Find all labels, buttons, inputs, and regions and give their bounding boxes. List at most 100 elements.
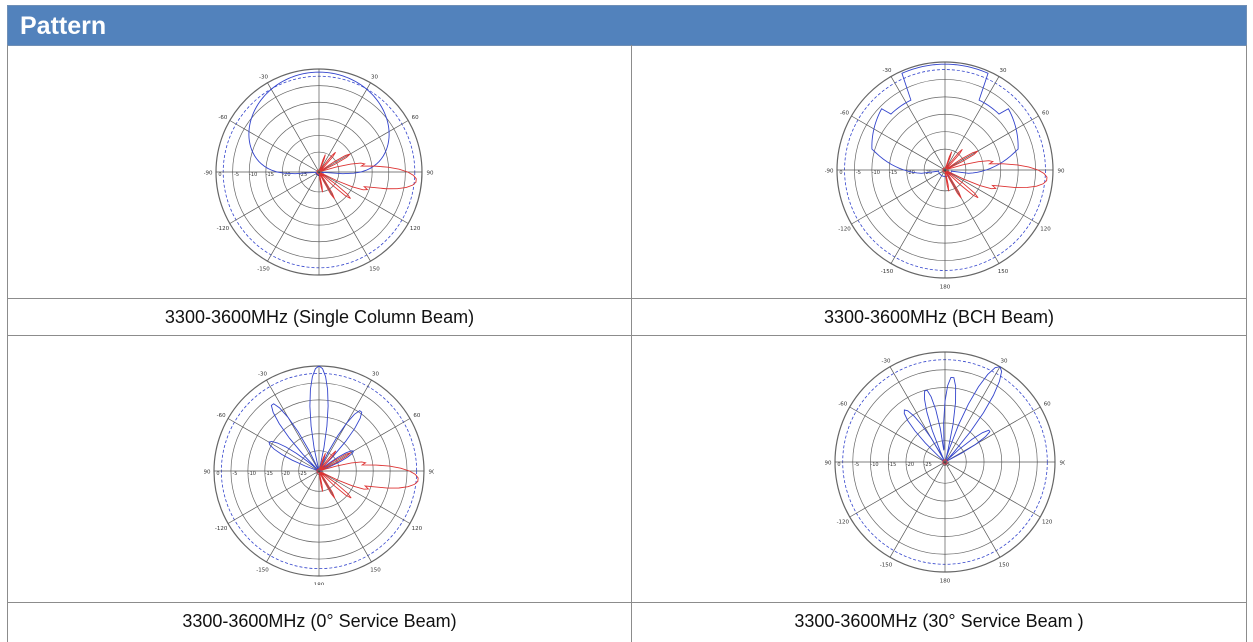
angle-tick-label: 180 bbox=[940, 285, 951, 291]
grid-divider-h1 bbox=[7, 298, 1247, 299]
radial-tick-label: 0 bbox=[837, 462, 840, 468]
angle-tick-label: -120 bbox=[217, 226, 230, 232]
radial-tick-label: -15 bbox=[265, 471, 273, 477]
angle-tick-label: -150 bbox=[257, 267, 270, 273]
radial-tick-label: -25 bbox=[299, 471, 307, 477]
polar-grid-spoke bbox=[890, 76, 1000, 264]
horizontal-pattern-curve bbox=[268, 365, 363, 474]
pattern-plot-bch: 0306090120150180-150-120-90-60-300-5-10-… bbox=[825, 61, 1065, 291]
angle-tick-label: -150 bbox=[881, 269, 894, 275]
radial-tick-label: -30 bbox=[941, 462, 949, 468]
angle-tick-label: -60 bbox=[838, 402, 847, 408]
pattern-plot-single-column: 0306090120150180-150-120-90-60-300-5-10-… bbox=[204, 65, 434, 276]
radial-tick-label: -5 bbox=[234, 172, 239, 178]
angle-tick-label: 90 bbox=[427, 171, 434, 177]
angle-tick-label: 60 bbox=[413, 413, 420, 419]
radial-tick-label: -5 bbox=[854, 462, 859, 468]
vertical-pattern-curve bbox=[942, 459, 948, 465]
angle-tick-label: -60 bbox=[218, 115, 227, 121]
angle-tick-label: -90 bbox=[204, 171, 213, 177]
angle-tick-label: -120 bbox=[838, 227, 851, 233]
caption-single-column-beam: 3300-3600MHz (Single Column Beam) bbox=[164, 307, 475, 327]
grid-divider-h2 bbox=[7, 335, 1247, 336]
angle-tick-label: 90 bbox=[1060, 461, 1066, 467]
polar-grid-spoke bbox=[889, 366, 1001, 558]
horizontal-pattern-curve bbox=[871, 63, 1019, 177]
angle-tick-label: 150 bbox=[370, 567, 381, 573]
pattern-table: Pattern 0306090120150180-150-120-90-60-3… bbox=[7, 5, 1247, 642]
angle-tick-label: 30 bbox=[372, 372, 379, 378]
angle-tick-label: 90 bbox=[429, 470, 435, 476]
table-header-title: Pattern bbox=[20, 12, 107, 40]
angle-tick-label: -30 bbox=[258, 372, 267, 378]
angle-tick-label: 150 bbox=[369, 267, 380, 273]
radial-tick-label: 0 bbox=[216, 471, 219, 477]
radial-tick-label: -20 bbox=[907, 170, 915, 176]
radial-tick-label: -15 bbox=[888, 462, 896, 468]
angle-tick-label: -30 bbox=[883, 68, 892, 74]
angle-tick-label: -90 bbox=[825, 461, 832, 467]
angle-tick-label: 30 bbox=[371, 74, 378, 80]
caption-bch-beam: 3300-3600MHz (BCH Beam) bbox=[823, 307, 1055, 327]
horizontal-pattern-curve bbox=[903, 366, 1003, 465]
angle-tick-label: 30 bbox=[1000, 68, 1007, 74]
polar-grid-spoke bbox=[267, 82, 371, 262]
angle-tick-label: 150 bbox=[998, 269, 1009, 275]
vertical-pattern-curve bbox=[316, 151, 417, 200]
angle-tick-label: 90 bbox=[1058, 169, 1065, 175]
angle-tick-label: 0 bbox=[943, 347, 947, 349]
grid-border-right bbox=[1246, 45, 1247, 642]
angle-tick-label: 120 bbox=[1040, 227, 1051, 233]
radial-tick-label: -5 bbox=[232, 471, 237, 477]
pattern-plot-30deg-service: 0 30 60 90 120 150 180 -150 -120 -90 -60 -30 0 -5 -10 -… bbox=[825, 347, 1066, 585]
angle-tick-label: 180 bbox=[314, 583, 325, 586]
radial-tick-label: -15 bbox=[889, 170, 897, 176]
grid-divider-vertical bbox=[631, 45, 632, 642]
radial-tick-label: -25 bbox=[924, 462, 932, 468]
caption-0deg-service-beam: 3300-3600MHz (0° Service Beam) bbox=[182, 611, 457, 631]
radial-tick-label: -10 bbox=[872, 170, 880, 176]
angle-tick-label: 180 bbox=[940, 579, 951, 585]
angle-tick-label: -150 bbox=[256, 567, 269, 573]
radial-tick-label: -20 bbox=[906, 462, 914, 468]
angle-tick-label: 150 bbox=[999, 563, 1010, 569]
radial-tick-label: -15 bbox=[266, 172, 274, 178]
radial-tick-label: -20 bbox=[282, 471, 290, 477]
grid-divider-h3 bbox=[7, 602, 1247, 603]
angle-tick-label: 120 bbox=[1042, 520, 1053, 526]
radial-tick-label: 0 bbox=[218, 172, 221, 178]
angle-tick-label: -30 bbox=[882, 358, 891, 364]
radial-tick-label: 0 bbox=[839, 170, 842, 176]
caption-30deg-service-beam: 3300-3600MHz (30° Service Beam ) bbox=[794, 611, 1084, 631]
pattern-plot-0deg-service: 0 30 60 90 120 150 180 -150 -120 -90 -60 -30 0 -5 -10 -… bbox=[204, 361, 434, 585]
table-header: Pattern bbox=[7, 5, 1247, 46]
radial-tick-label: -10 bbox=[249, 172, 257, 178]
angle-tick-label: 0 bbox=[317, 361, 321, 363]
angle-tick-label: -90 bbox=[204, 470, 211, 476]
angle-tick-label: -120 bbox=[215, 526, 228, 532]
vertical-pattern-curve bbox=[316, 450, 419, 499]
angle-tick-label: -60 bbox=[217, 413, 226, 419]
angle-tick-label: 60 bbox=[1042, 111, 1049, 117]
angle-tick-label: 60 bbox=[412, 115, 419, 121]
vertical-pattern-curve bbox=[942, 148, 1048, 199]
radial-tick-label: -20 bbox=[282, 172, 290, 178]
angle-tick-label: -120 bbox=[837, 520, 850, 526]
angle-tick-label: -150 bbox=[880, 563, 893, 569]
radial-tick-label: -25 bbox=[299, 172, 307, 178]
angle-tick-label: 120 bbox=[410, 226, 421, 232]
radial-tick-label: -5 bbox=[856, 170, 861, 176]
pattern-grid: 0306090120150180-150-120-90-60-300-5-10-… bbox=[7, 45, 1247, 642]
angle-tick-label: -60 bbox=[840, 111, 849, 117]
angle-tick-label: 60 bbox=[1044, 402, 1051, 408]
polar-grid-spoke bbox=[266, 379, 372, 563]
angle-tick-label: 120 bbox=[412, 526, 423, 532]
angle-tick-label: 30 bbox=[1001, 358, 1008, 364]
radial-tick-label: -25 bbox=[924, 170, 932, 176]
angle-tick-label: -30 bbox=[259, 74, 268, 80]
grid-border-left bbox=[7, 45, 8, 642]
radial-tick-label: -10 bbox=[248, 471, 256, 477]
angle-tick-label: -90 bbox=[825, 169, 834, 175]
radial-tick-label: -10 bbox=[870, 462, 878, 468]
angle-tick-label: 0 bbox=[317, 65, 321, 66]
